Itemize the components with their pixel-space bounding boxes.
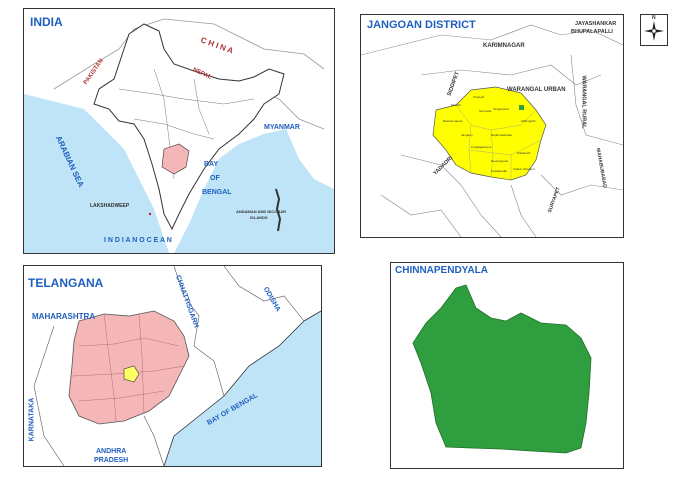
label-jayashankar: JAYASHANKAR [575, 21, 617, 27]
mandal-label: Palakurthi [517, 151, 531, 155]
north-compass: N [640, 14, 668, 46]
india-map-panel: INDIA C H I N A PAKISTAN NEPAL MYANMAR A… [23, 8, 335, 254]
compass-icon [644, 21, 664, 41]
telangana-map-panel: TELANGANA MAHARASHTRA CHHATTISGARH ODISH… [23, 265, 322, 467]
label-bengal: BENGAL [202, 189, 232, 196]
mandal-label: Station Ghanpur [513, 167, 535, 171]
mandal-label: Kodakandla [491, 169, 507, 173]
mandal-label: Tarigoppula [493, 107, 509, 111]
mandal-label: Raghunathpalle [491, 133, 513, 137]
jangoan-title: JANGOAN DISTRICT [367, 19, 476, 31]
label-pradesh: PRADESH [94, 457, 129, 464]
label-karimnagar: KARIMNAGAR [483, 43, 525, 49]
label-bay: BAY [204, 161, 219, 168]
jangoan-map-panel: JANGOAN DISTRICT KARIMNAGAR JAYASHANKAR … [360, 14, 624, 238]
label-bhupalapalli: BHUPALAPALLI [571, 29, 613, 35]
india-map-graphic [24, 18, 334, 253]
label-maharashtra: MAHARASHTRA [32, 312, 96, 321]
mandal-label: Devaruppula [491, 159, 509, 163]
label-warangal-rural: WARANGAL RURAL [580, 75, 587, 129]
mandal-label: Lingalaghanpur [471, 145, 492, 149]
label-andhra: ANDHRA [96, 448, 127, 455]
india-title: INDIA [30, 15, 63, 29]
label-andaman: ANDAMAN AND NICOBAR [236, 209, 287, 214]
mandal-label: Bachannapeta [443, 119, 463, 123]
label-of: OF [210, 175, 220, 182]
mandal-label: Cheriyal [473, 95, 485, 99]
telangana-map-graphic [33, 266, 321, 466]
mandal-label: Zaffergadh [521, 119, 536, 123]
compass-north-label: N [652, 15, 656, 21]
mandal-label: Maddur [451, 103, 462, 107]
chinnapendyala-map-panel: CHINNAPENDYALA [390, 262, 624, 469]
chinnapendyala-title: CHINNAPENDYALA [395, 265, 488, 276]
label-indian-ocean: I N D I A N O C E A N [104, 237, 172, 244]
label-warangal-urban: WARANGAL URBAN [507, 87, 566, 93]
label-karnataka: KARNATAKA [28, 397, 36, 442]
mandal-label: Narmetta [479, 109, 492, 113]
label-islands: ISLANDS [250, 215, 268, 220]
label-lakshadweep: LAKSHADWEEP [90, 203, 130, 209]
mandal-label: Jangaon [461, 133, 473, 137]
jangoan-map-graphic [361, 24, 623, 237]
telangana-title: TELANGANA [28, 276, 104, 290]
label-myanmar: MYANMAR [264, 124, 300, 131]
chinnapendyala-map-graphic [412, 284, 592, 454]
